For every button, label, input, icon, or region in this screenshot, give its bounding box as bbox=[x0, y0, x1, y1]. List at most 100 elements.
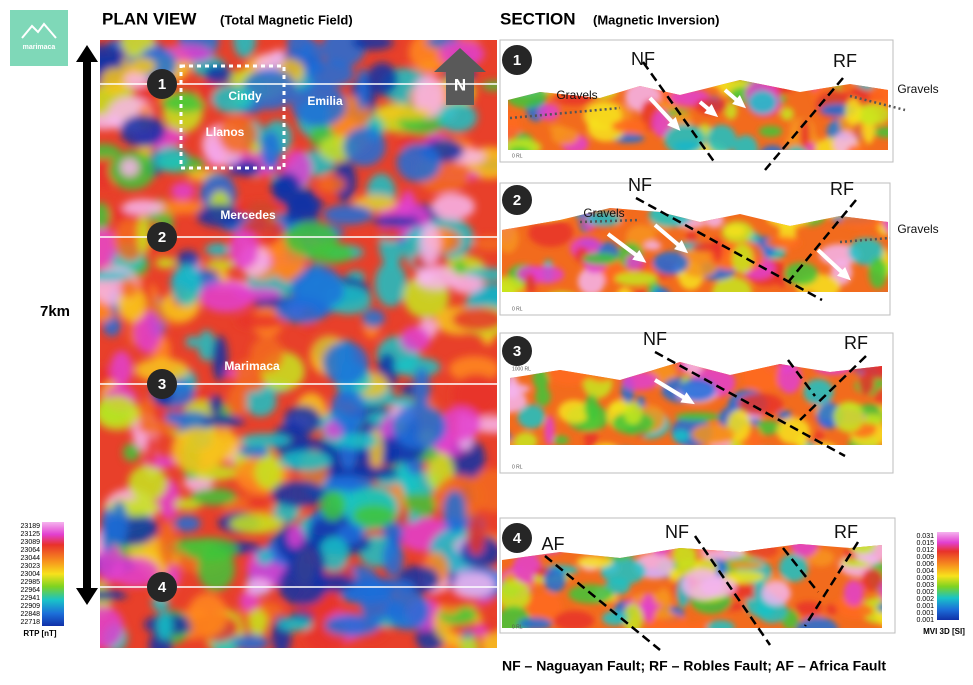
vector-arrow-head bbox=[837, 267, 851, 281]
map-anomaly bbox=[170, 182, 195, 200]
mvi-legend-value: 0.002 bbox=[916, 596, 934, 603]
section-anomaly bbox=[600, 557, 647, 585]
map-anomaly bbox=[110, 500, 129, 546]
section-anomaly bbox=[859, 414, 882, 425]
map-anomaly bbox=[151, 200, 207, 215]
section-anomaly bbox=[691, 423, 735, 445]
mvi-legend-value: 0.006 bbox=[916, 561, 934, 568]
map-anomaly bbox=[100, 67, 129, 94]
map-anomaly bbox=[371, 215, 420, 227]
section-anomaly bbox=[706, 620, 735, 628]
section-anomaly bbox=[647, 276, 659, 292]
section-marker bbox=[502, 336, 532, 366]
section-anomaly bbox=[602, 610, 628, 626]
mvi-legend-value: 0.004 bbox=[916, 568, 934, 575]
section-anomaly bbox=[672, 544, 697, 567]
section-anomaly bbox=[651, 611, 675, 620]
map-anomaly bbox=[244, 386, 277, 417]
vector-arrow bbox=[648, 96, 677, 127]
section-anomaly bbox=[558, 400, 591, 424]
vector-arrow-head bbox=[680, 392, 695, 405]
section-anomaly bbox=[543, 567, 566, 593]
map-anomaly bbox=[211, 84, 254, 114]
rl-label: 0 RL bbox=[512, 153, 523, 159]
map-anomaly bbox=[376, 107, 431, 120]
map-anomaly bbox=[466, 515, 486, 556]
section-anomaly bbox=[668, 568, 681, 582]
north-label: N bbox=[454, 75, 466, 94]
map-anomaly bbox=[100, 202, 110, 230]
rl-label: 0 RL bbox=[512, 306, 523, 312]
deposit-label: Marimaca bbox=[224, 359, 280, 373]
vector-arrow-head bbox=[704, 104, 719, 118]
section-marker-label: 2 bbox=[513, 192, 521, 209]
rtp-colorbar bbox=[42, 522, 64, 626]
logo-text: marimaca bbox=[23, 44, 56, 51]
fault-line bbox=[635, 196, 823, 302]
section-anomaly bbox=[582, 252, 619, 265]
magnetic-map bbox=[100, 40, 497, 648]
deposit-label: Llanos bbox=[206, 125, 245, 139]
map-anomaly bbox=[305, 60, 355, 88]
rtp-legend-value: 22718 bbox=[21, 619, 41, 626]
plan-marker-label: 4 bbox=[158, 579, 167, 596]
map-anomaly bbox=[234, 201, 283, 218]
map-anomaly bbox=[271, 49, 286, 61]
map-anomaly bbox=[459, 636, 480, 648]
section-subtitle: (Magnetic Inversion) bbox=[593, 12, 719, 27]
map-anomaly bbox=[271, 480, 326, 508]
section-title: SECTION bbox=[500, 9, 576, 28]
mvi-legend-value: 0.001 bbox=[916, 617, 934, 624]
map-anomaly bbox=[208, 394, 223, 416]
map-anomaly bbox=[393, 357, 441, 377]
map-anomaly bbox=[324, 614, 381, 637]
fault-line bbox=[693, 535, 772, 646]
fault-line bbox=[782, 547, 819, 593]
section-anomaly bbox=[527, 265, 565, 284]
section-anomaly bbox=[737, 393, 784, 416]
map-anomaly bbox=[452, 572, 496, 598]
section-anomaly bbox=[512, 552, 542, 584]
map-anomaly bbox=[218, 114, 258, 154]
section-anomaly bbox=[647, 613, 690, 628]
rtp-legend-value: 22909 bbox=[21, 603, 41, 610]
section-anomaly bbox=[758, 125, 783, 137]
section-anomaly bbox=[544, 415, 555, 445]
section-label: Gravels bbox=[897, 222, 938, 236]
map-anomaly bbox=[100, 605, 124, 648]
section-anomaly bbox=[527, 592, 563, 623]
section-marker bbox=[502, 45, 532, 75]
map-anomaly bbox=[276, 617, 313, 632]
section-anomaly bbox=[551, 127, 579, 145]
rl-label: 0 RL bbox=[512, 624, 523, 630]
mvi-legend-value: 0.012 bbox=[916, 547, 934, 554]
section-label: NF bbox=[628, 175, 652, 195]
map-anomaly bbox=[100, 271, 132, 282]
mvi-legend-value: 0.015 bbox=[916, 540, 934, 547]
map-anomaly bbox=[386, 591, 430, 631]
section-anomaly bbox=[524, 273, 537, 292]
section-anomaly bbox=[652, 251, 689, 275]
map-anomaly bbox=[419, 222, 441, 265]
map-anomaly bbox=[122, 443, 141, 462]
map-anomaly bbox=[320, 490, 346, 521]
gravel-contact bbox=[579, 218, 641, 224]
section-label: Gravels bbox=[583, 206, 624, 220]
map-anomaly bbox=[110, 350, 133, 386]
section-anomaly bbox=[845, 98, 862, 125]
section-anomaly bbox=[855, 103, 888, 126]
section-anomaly bbox=[779, 553, 809, 582]
fault-line bbox=[641, 61, 717, 164]
section-anomaly bbox=[641, 593, 656, 623]
plan-subtitle: (Total Magnetic Field) bbox=[220, 12, 353, 27]
section-anomaly bbox=[510, 383, 531, 395]
section-label: NF bbox=[631, 49, 655, 69]
section-anomaly bbox=[796, 616, 839, 628]
section-anomaly bbox=[502, 579, 531, 611]
scale-arrow bbox=[76, 45, 98, 605]
section-anomaly bbox=[508, 111, 521, 141]
plan-marker-label: 2 bbox=[158, 229, 166, 246]
section-anomaly bbox=[623, 603, 643, 628]
rtp-legend-value: 23189 bbox=[21, 523, 41, 530]
